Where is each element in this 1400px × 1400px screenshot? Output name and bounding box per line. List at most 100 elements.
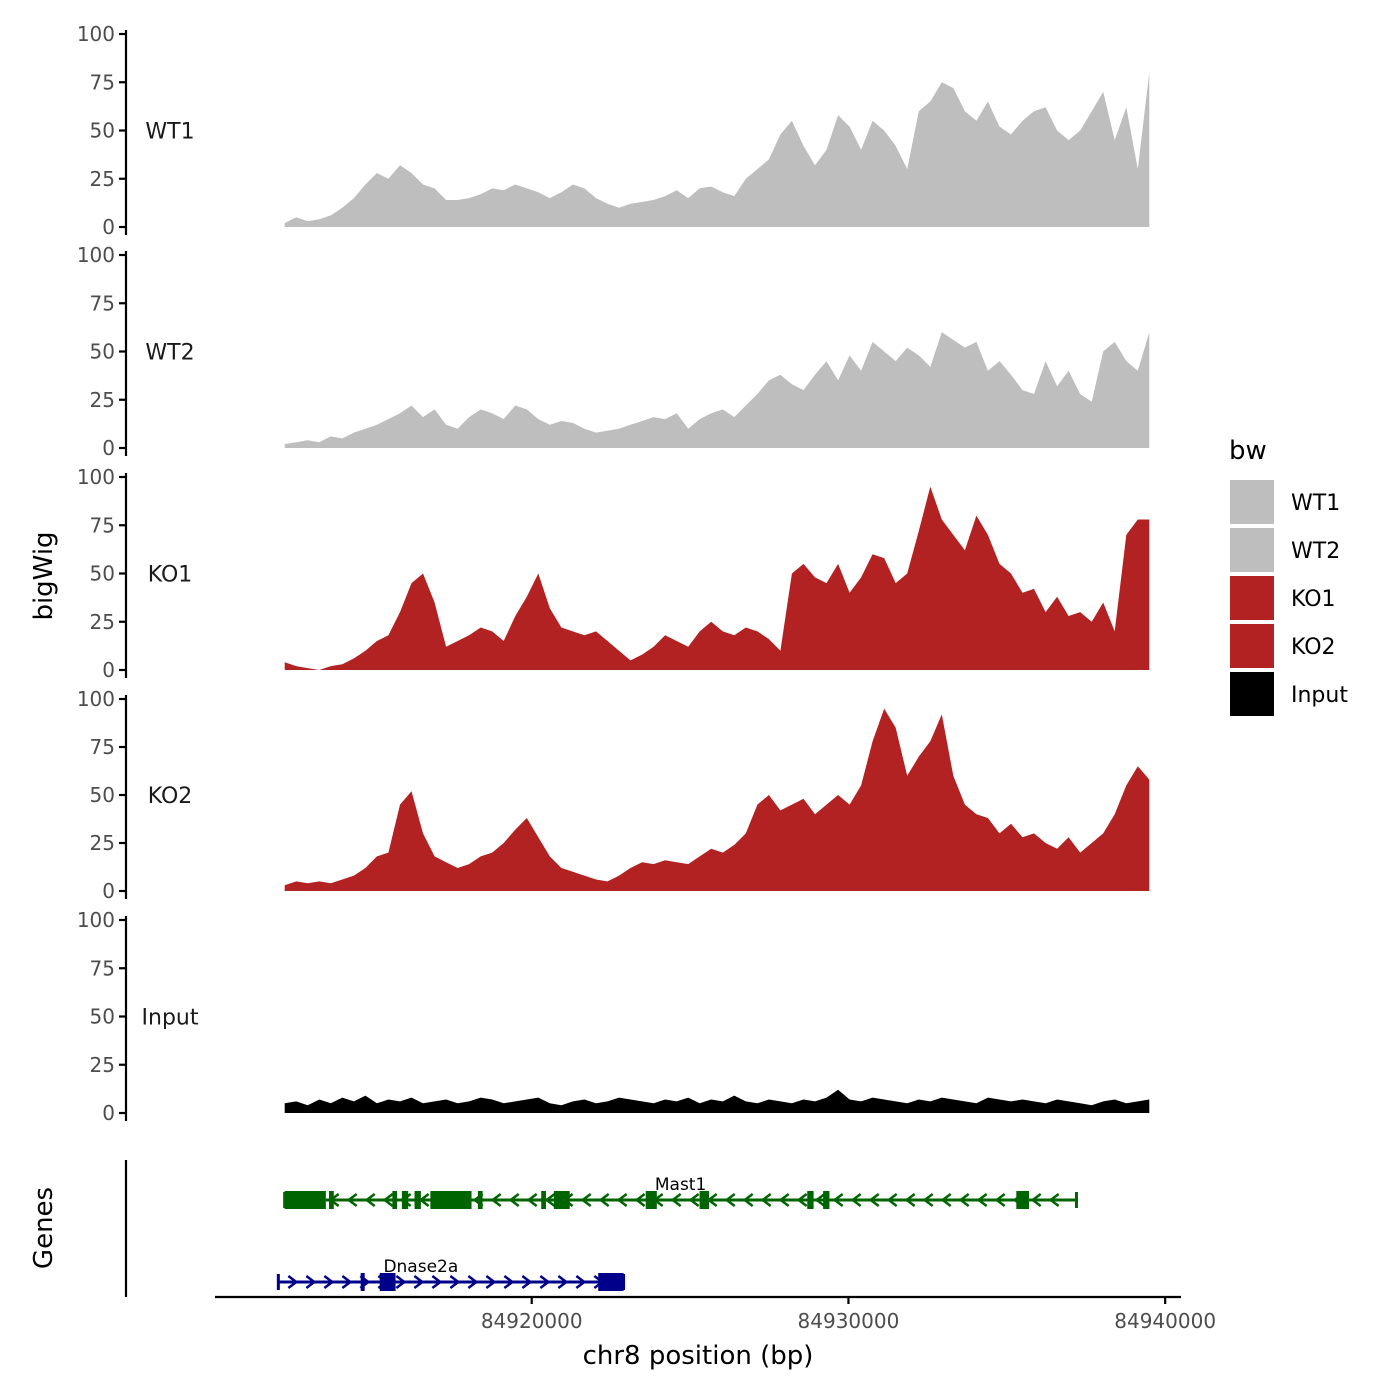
y-tick-label: 75 bbox=[90, 513, 115, 537]
track-label: KO2 bbox=[148, 784, 193, 809]
strand-arrow bbox=[341, 1275, 353, 1289]
track-ko2: 0 25 50 75 100 KO2 bbox=[77, 687, 1150, 903]
exon bbox=[477, 1191, 483, 1209]
signal-area-ko1 bbox=[284, 486, 1150, 670]
signal-area-ko2 bbox=[284, 708, 1150, 891]
legend-label: Input bbox=[1291, 683, 1348, 708]
y-tick-label: 0 bbox=[102, 879, 115, 903]
strand-arrow bbox=[940, 1193, 952, 1207]
strand-arrow bbox=[395, 1275, 407, 1289]
y-tick-label: 50 bbox=[90, 119, 115, 143]
strand-arrow bbox=[539, 1275, 551, 1289]
strand-arrow bbox=[850, 1193, 862, 1207]
strand-arrow bbox=[994, 1193, 1006, 1207]
signal-area-wt2 bbox=[284, 332, 1150, 448]
legend-label: KO2 bbox=[1291, 635, 1336, 660]
exon bbox=[329, 1191, 334, 1209]
strand-arrow bbox=[575, 1275, 587, 1289]
x-tick-label: 84930000 bbox=[798, 1309, 900, 1333]
gene-mast1: Mast1 bbox=[283, 1175, 1078, 1209]
track-input: 0 25 50 75 100 Input bbox=[77, 908, 1150, 1125]
strand-arrow bbox=[598, 1193, 610, 1207]
strand-arrow bbox=[1030, 1193, 1042, 1207]
y-tick-label: 75 bbox=[90, 291, 115, 315]
y-tick-label: 25 bbox=[90, 1053, 115, 1077]
x-axis: 84920000 84930000 84940000 bbox=[215, 1295, 1216, 1333]
strand-arrow bbox=[526, 1193, 538, 1207]
strand-arrow bbox=[724, 1193, 736, 1207]
strand-arrow bbox=[886, 1193, 898, 1207]
strand-arrow bbox=[449, 1275, 461, 1289]
exon bbox=[392, 1191, 398, 1209]
gene-track: Mast1 Dnase2a bbox=[124, 1160, 1078, 1297]
exon bbox=[598, 1273, 624, 1291]
track-label: WT1 bbox=[145, 120, 194, 145]
strand-arrow bbox=[832, 1193, 844, 1207]
track-label: KO1 bbox=[148, 563, 193, 588]
strand-arrow bbox=[413, 1275, 425, 1289]
strand-arrow bbox=[521, 1275, 533, 1289]
y-axis-title: bigWig bbox=[29, 531, 59, 620]
genes-axis-title: Genes bbox=[29, 1187, 59, 1269]
track-wt2: 0 25 50 75 100 WT2 bbox=[77, 243, 1150, 460]
strand-arrow bbox=[364, 1193, 376, 1207]
y-tick-label: 100 bbox=[77, 687, 115, 711]
x-tick-label: 84920000 bbox=[481, 1309, 583, 1333]
strand-arrow bbox=[544, 1193, 556, 1207]
strand-arrow bbox=[485, 1275, 497, 1289]
y-tick-label: 0 bbox=[102, 436, 115, 460]
exon bbox=[553, 1191, 570, 1209]
strand-arrow bbox=[760, 1193, 772, 1207]
legend-swatch bbox=[1230, 672, 1274, 716]
strand-arrow bbox=[742, 1193, 754, 1207]
legend: bw WT1 WT2 KO1 KO2 Input bbox=[1229, 436, 1348, 716]
legend-title: bw bbox=[1229, 436, 1267, 466]
y-tick-label: 50 bbox=[90, 562, 115, 586]
strand-arrow bbox=[305, 1275, 317, 1289]
strand-arrow bbox=[346, 1193, 358, 1207]
x-tick-label: 84940000 bbox=[1114, 1309, 1216, 1333]
strand-arrow bbox=[490, 1193, 502, 1207]
strand-arrow bbox=[580, 1193, 592, 1207]
legend-swatch bbox=[1230, 624, 1274, 668]
y-tick-label: 0 bbox=[102, 1101, 115, 1125]
strand-arrow bbox=[814, 1193, 826, 1207]
legend-label: KO1 bbox=[1291, 587, 1336, 612]
signal-area-input bbox=[284, 1089, 1150, 1113]
track-label: WT2 bbox=[145, 341, 194, 366]
strand-arrow bbox=[467, 1275, 479, 1289]
strand-arrow bbox=[868, 1193, 880, 1207]
y-tick-label: 100 bbox=[77, 465, 115, 489]
exon bbox=[414, 1191, 421, 1209]
y-tick-label: 100 bbox=[77, 908, 115, 932]
legend-label: WT2 bbox=[1291, 539, 1340, 564]
strand-arrow bbox=[287, 1275, 299, 1289]
track-ko1: 0 25 50 75 100 KO1 bbox=[77, 465, 1150, 682]
exon bbox=[360, 1273, 365, 1291]
exon bbox=[645, 1191, 657, 1209]
exon bbox=[699, 1191, 710, 1209]
strand-arrow bbox=[634, 1193, 646, 1207]
strand-arrow bbox=[557, 1275, 569, 1289]
track-wt1: 0 25 50 75 100 WT1 bbox=[77, 22, 1150, 239]
strand-arrow bbox=[382, 1193, 394, 1207]
x-axis-title: chr8 position (bp) bbox=[583, 1341, 814, 1371]
exon bbox=[284, 1191, 326, 1209]
exon bbox=[379, 1273, 396, 1291]
strand-arrow bbox=[616, 1193, 628, 1207]
signal-area-wt1 bbox=[284, 72, 1150, 227]
exon bbox=[823, 1191, 830, 1209]
y-tick-label: 75 bbox=[90, 735, 115, 759]
strand-arrow bbox=[688, 1193, 700, 1207]
strand-arrow bbox=[958, 1193, 970, 1207]
y-tick-label: 0 bbox=[102, 215, 115, 239]
y-tick-label: 50 bbox=[90, 783, 115, 807]
y-tick-label: 25 bbox=[90, 388, 115, 412]
exon bbox=[401, 1191, 409, 1209]
legend-swatch bbox=[1230, 528, 1274, 572]
y-tick-label: 100 bbox=[77, 243, 115, 267]
strand-arrow bbox=[1048, 1193, 1060, 1207]
strand-arrow bbox=[431, 1275, 443, 1289]
